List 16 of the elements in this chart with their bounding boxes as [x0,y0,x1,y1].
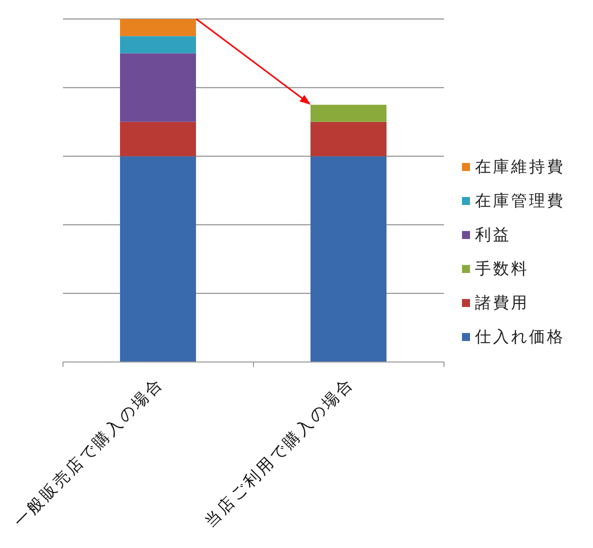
bar [310,156,386,362]
bar [120,19,196,36]
x-tick-label: 当店ご利用で購入の場合 [200,373,358,531]
bar [120,156,196,362]
legend-label: 在庫管理費 [475,190,565,212]
legend-label: 利益 [475,224,511,246]
bar [310,104,386,122]
x-tick-label: 一般販売店で購入の場合 [10,373,168,531]
legend-label: 手数料 [475,258,529,280]
legend-label: 仕入れ価格 [475,326,565,348]
legend-label: 諸費用 [475,292,529,314]
bar [120,53,196,122]
bar [120,122,196,156]
bar [310,122,386,156]
bar [120,36,196,54]
legend-label: 在庫維持費 [475,156,565,178]
